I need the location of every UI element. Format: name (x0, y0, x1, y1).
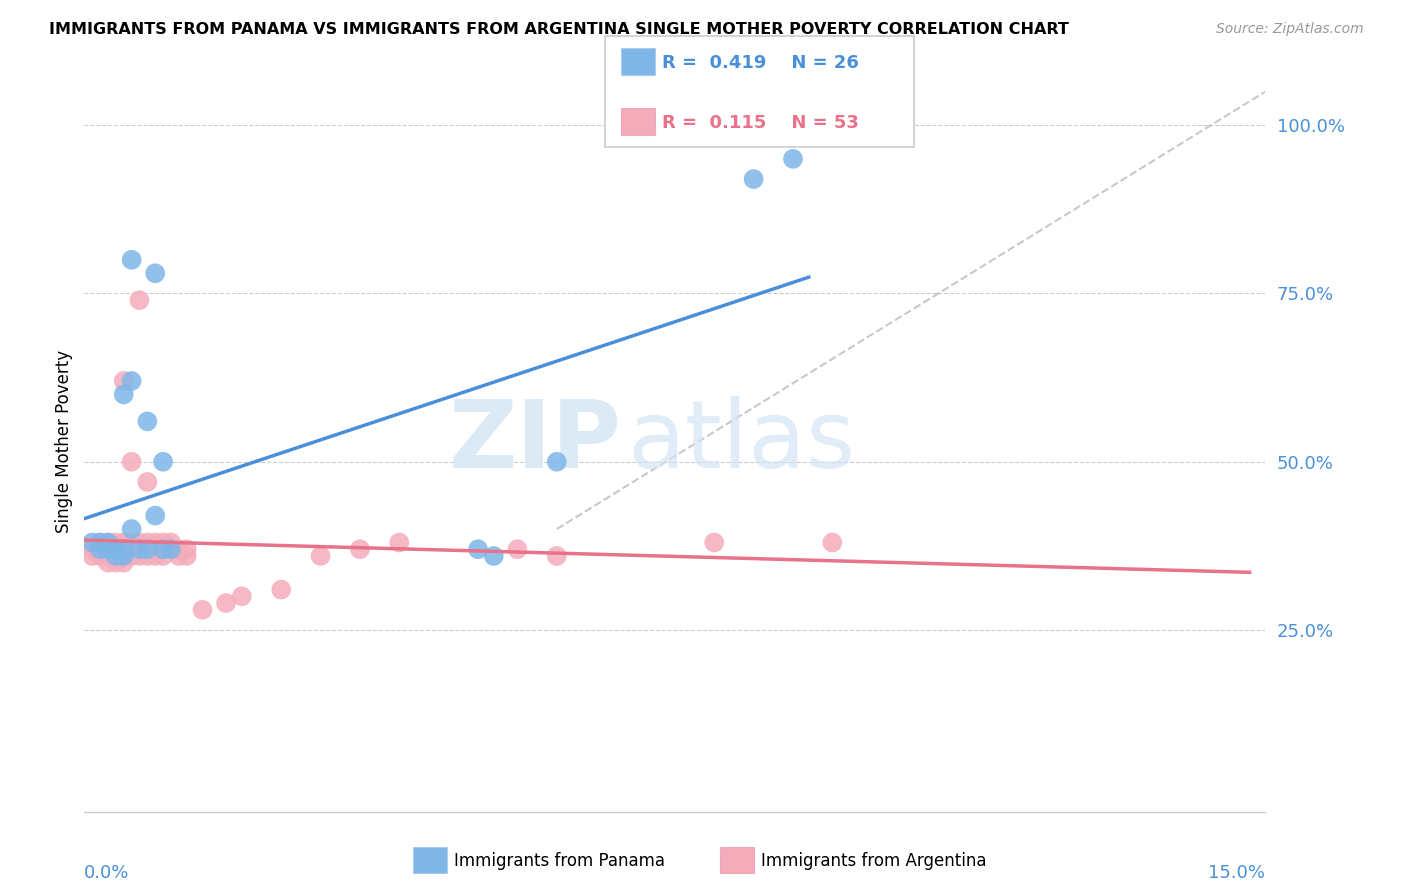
Point (136, 475, 159, 489)
Point (112, 387, 135, 401)
Point (128, 535, 150, 549)
Point (112, 549, 135, 563)
Point (215, 596, 238, 610)
Point (160, 542, 183, 557)
Point (121, 374, 143, 388)
Point (546, 455, 568, 469)
Point (231, 590, 253, 604)
Point (143, 535, 166, 549)
Point (467, 542, 489, 557)
Point (112, 542, 135, 557)
Point (89, 542, 111, 557)
Point (104, 549, 127, 563)
Point (112, 542, 135, 557)
Point (89, 535, 111, 549)
Point (270, 582, 292, 597)
Point (112, 535, 135, 549)
Point (121, 535, 143, 549)
Text: IMMIGRANTS FROM PANAMA VS IMMIGRANTS FROM ARGENTINA SINGLE MOTHER POVERTY CORREL: IMMIGRANTS FROM PANAMA VS IMMIGRANTS FRO… (49, 22, 1069, 37)
Point (821, 535, 844, 549)
Point (136, 549, 159, 563)
Point (104, 556, 127, 570)
Point (112, 549, 135, 563)
Text: 15.0%: 15.0% (1208, 863, 1265, 881)
Point (546, 549, 568, 563)
Point (97, 549, 120, 563)
Point (152, 535, 174, 549)
Point (82, 542, 104, 557)
Point (89, 535, 111, 549)
Point (506, 542, 529, 557)
Point (97, 535, 120, 549)
Point (136, 535, 159, 549)
Point (128, 549, 150, 563)
Point (136, 414, 159, 428)
Point (143, 266, 166, 280)
Point (89, 549, 111, 563)
Point (121, 542, 143, 557)
Point (104, 542, 127, 557)
Point (89, 542, 111, 557)
Text: 0.0%: 0.0% (84, 863, 129, 881)
Point (128, 293, 150, 308)
Point (167, 549, 190, 563)
Point (349, 542, 371, 557)
Point (143, 549, 166, 563)
Point (121, 522, 143, 536)
Point (97, 535, 120, 549)
Point (97, 542, 120, 557)
Text: Immigrants from Argentina: Immigrants from Argentina (761, 853, 986, 871)
Point (152, 549, 174, 563)
Text: atlas: atlas (627, 395, 856, 488)
Point (176, 542, 198, 557)
Point (482, 549, 505, 563)
Point (176, 549, 198, 563)
Point (112, 374, 135, 388)
Point (191, 603, 214, 617)
Point (782, 152, 804, 166)
Point (97, 542, 120, 557)
Point (152, 542, 174, 557)
Point (82, 535, 104, 549)
Text: R =  0.419    N = 26: R = 0.419 N = 26 (662, 54, 859, 72)
Text: Immigrants from Panama: Immigrants from Panama (454, 853, 665, 871)
Point (104, 549, 127, 563)
Point (121, 455, 143, 469)
Text: Source: ZipAtlas.com: Source: ZipAtlas.com (1216, 22, 1364, 37)
Text: ZIP: ZIP (449, 395, 621, 488)
Point (128, 542, 150, 557)
Point (152, 455, 174, 469)
Point (309, 549, 332, 563)
Point (160, 542, 183, 557)
Point (104, 542, 127, 557)
Point (82, 549, 104, 563)
Point (703, 535, 725, 549)
Text: R =  0.115    N = 53: R = 0.115 N = 53 (662, 114, 859, 132)
Point (160, 535, 183, 549)
Point (388, 535, 411, 549)
Y-axis label: Single Mother Poverty: Single Mother Poverty (55, 350, 73, 533)
Point (104, 535, 127, 549)
Point (128, 542, 150, 557)
Point (167, 542, 190, 557)
Point (143, 542, 166, 557)
Point (121, 549, 143, 563)
Point (121, 252, 143, 267)
Point (136, 542, 159, 557)
Point (742, 172, 765, 186)
Point (152, 542, 174, 557)
Point (143, 508, 166, 523)
Point (97, 556, 120, 570)
Point (112, 556, 135, 570)
Point (136, 542, 159, 557)
